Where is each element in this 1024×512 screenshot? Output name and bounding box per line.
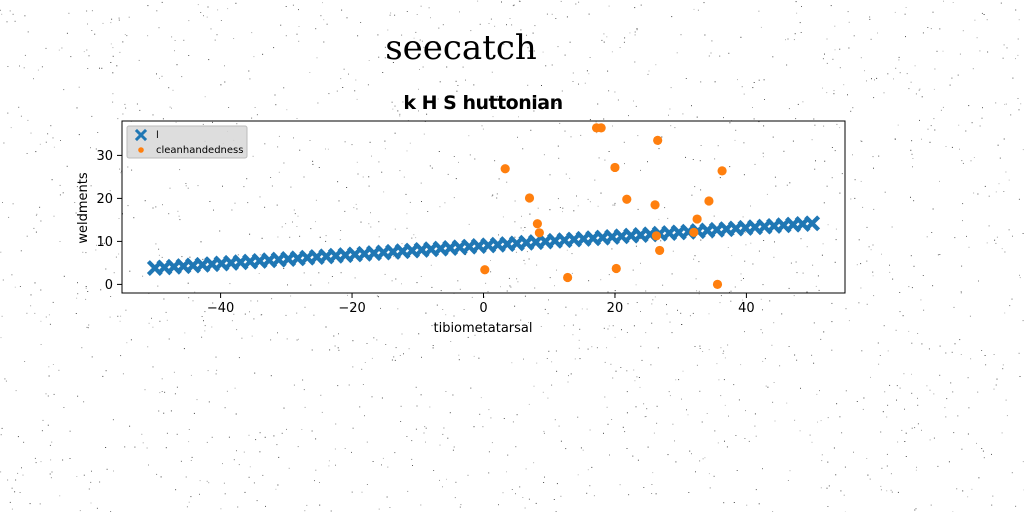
legend-marker-x	[134, 128, 148, 142]
series-cleanhandedness-point	[610, 162, 620, 173]
series-cleanhandedness-point	[500, 164, 510, 174]
x-axis-label: tibiometatarsal	[433, 321, 532, 336]
y-axis: 0 10 20 30	[96, 149, 122, 293]
series-cleanhandedness-point	[655, 245, 665, 256]
series-cleanhandedness-point	[524, 193, 535, 203]
series-cleanhandedness-point	[532, 219, 543, 229]
series-cleanhandedness-point	[622, 194, 632, 204]
x-tick-label: 40	[738, 301, 755, 316]
x-tick-label: −20	[338, 301, 365, 316]
legend: l cleanhandedness	[126, 125, 248, 159]
x-tick-label: −40	[207, 301, 234, 316]
y-tick-label: 20	[96, 192, 113, 207]
series-cleanhandedness-point	[480, 265, 490, 275]
legend-box	[126, 125, 248, 159]
series-cleanhandedness-point	[563, 272, 573, 283]
chart-title: k H S huttonian	[403, 92, 563, 114]
series-cleanhandedness-point	[611, 263, 621, 274]
legend-marker-circle	[138, 147, 144, 153]
y-tick-label: 10	[96, 235, 113, 250]
y-tick-label: 0	[105, 278, 113, 293]
series-cleanhandedness-point	[650, 200, 660, 210]
y-tick-label: 30	[96, 149, 113, 164]
series-cleanhandedness-point	[651, 231, 661, 241]
y-axis-label: weldments	[76, 172, 91, 243]
series-cleanhandedness-point	[704, 196, 714, 206]
x-axis: −40 −20 0 20 40	[207, 293, 755, 316]
x-tick-label: 20	[607, 301, 624, 316]
x-tick-label: 0	[479, 301, 487, 316]
series-cleanhandedness-point	[596, 123, 606, 133]
series-cleanhandedness-point	[717, 166, 727, 176]
series-cleanhandedness-point	[692, 214, 702, 224]
series-cleanhandedness-point	[653, 135, 663, 145]
figure-title: seecatch	[385, 28, 537, 68]
series-l-point	[804, 215, 821, 232]
series-cleanhandedness-point	[534, 228, 544, 238]
plot-area	[146, 123, 821, 289]
series-cleanhandedness-point	[689, 227, 699, 237]
legend-label-series-1: l	[156, 130, 159, 141]
series-cleanhandedness-point	[712, 279, 723, 289]
legend-label-series-2: cleanhandedness	[156, 145, 243, 156]
